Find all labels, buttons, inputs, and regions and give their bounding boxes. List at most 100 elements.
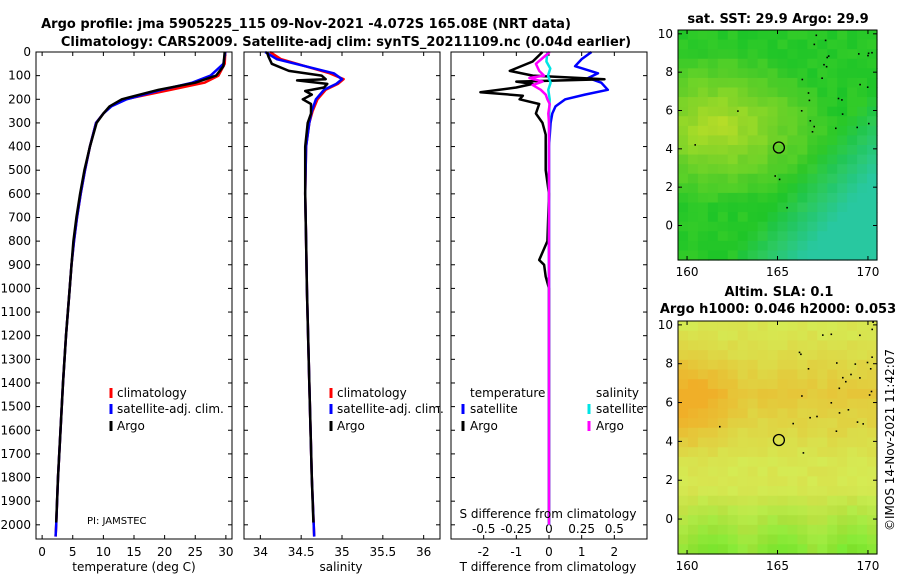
map-cell xyxy=(757,30,769,41)
map-cell xyxy=(697,408,709,419)
map-cell xyxy=(717,58,729,69)
map-speck xyxy=(871,51,873,54)
map-cell xyxy=(707,183,719,194)
map-cell xyxy=(727,145,739,156)
map-cell xyxy=(827,192,838,204)
map-speck xyxy=(835,430,838,432)
map-cell xyxy=(837,447,848,458)
map-cell xyxy=(697,231,709,242)
map-cell xyxy=(807,544,818,555)
map-cell xyxy=(727,398,739,409)
map-cell xyxy=(837,476,848,487)
map-cell xyxy=(867,456,878,468)
map-cell xyxy=(827,30,838,41)
map-cell xyxy=(787,350,798,361)
map-cell xyxy=(687,116,699,127)
map-cell xyxy=(867,427,878,439)
map-cell xyxy=(787,87,798,98)
map-cell xyxy=(697,106,709,117)
map-cell xyxy=(827,330,838,342)
map-cell xyxy=(777,125,789,137)
temperature-panel: 0 5 10 15 20 25 300100200300400500600700800900… xyxy=(0,45,233,574)
map-cell xyxy=(687,145,699,156)
map-cell xyxy=(797,173,808,184)
map-cell xyxy=(847,30,858,41)
sst-map-panel: sat. SST: 29.9 Argo: 29.9 160 165 170 0 2 4 6 8… xyxy=(658,12,880,279)
map-cell xyxy=(727,321,739,332)
map-cell xyxy=(707,173,719,184)
map-cell xyxy=(827,135,838,146)
map-cell xyxy=(847,202,858,213)
legend-label-argo: Argo xyxy=(117,419,145,433)
map-cell xyxy=(737,145,749,156)
map-cell xyxy=(707,408,719,419)
map-cell xyxy=(797,192,808,204)
map-ytick-label: 2 xyxy=(665,473,673,487)
temp-xtick-label: 0 xyxy=(38,545,46,559)
map-speck xyxy=(813,125,815,128)
map-cell xyxy=(787,544,798,555)
map-cell xyxy=(827,456,838,468)
map-cell xyxy=(837,456,848,468)
map-cell xyxy=(678,145,689,156)
map-cell xyxy=(817,388,828,400)
map-speck xyxy=(809,416,811,419)
map-cell xyxy=(817,49,828,60)
map-cell xyxy=(747,427,759,439)
map-xtick-label: 165 xyxy=(766,559,789,573)
map-cell xyxy=(747,340,759,351)
map-cell xyxy=(797,116,808,127)
map-cell xyxy=(867,39,878,50)
map-cell xyxy=(687,398,699,409)
map-cell xyxy=(827,68,838,79)
map-cell xyxy=(747,515,759,526)
map-cell xyxy=(678,534,689,545)
map-cell xyxy=(867,350,878,361)
map-speck xyxy=(694,144,696,146)
map-cell xyxy=(777,340,789,351)
map-cell xyxy=(787,505,798,516)
map-cell xyxy=(837,388,848,400)
map-cell xyxy=(777,408,789,419)
map-xtick-label: 165 xyxy=(766,265,789,279)
map-cell xyxy=(767,58,779,69)
map-cell xyxy=(737,39,749,50)
map-cell xyxy=(697,398,709,409)
map-speck xyxy=(850,373,852,376)
map-cell xyxy=(857,97,868,108)
map-cell xyxy=(767,524,779,536)
map-cell xyxy=(867,418,878,429)
map-cell xyxy=(867,398,878,409)
map-cell xyxy=(678,340,689,351)
map-cell xyxy=(837,340,848,351)
map-cell xyxy=(837,495,848,507)
map-cell xyxy=(687,164,699,175)
map-xtick-label: 160 xyxy=(676,265,699,279)
map-cell xyxy=(807,231,818,242)
map-cell xyxy=(867,321,878,332)
map-cell xyxy=(717,87,729,98)
map-cell xyxy=(678,330,689,342)
sla-tick-layer: 160 165 170 0 2 4 6 8 10 xyxy=(658,318,880,573)
map-cell xyxy=(767,192,779,204)
map-cell xyxy=(817,183,828,194)
map-cell xyxy=(807,408,818,419)
map-cell xyxy=(827,106,838,117)
map-cell xyxy=(747,486,759,497)
temp-xtick-label: 10 xyxy=(96,545,111,559)
map-cell xyxy=(827,408,838,419)
map-cell xyxy=(827,212,838,223)
map-cell xyxy=(737,495,749,507)
map-cell xyxy=(807,495,818,507)
map-cell xyxy=(707,145,719,156)
map-cell xyxy=(747,240,759,252)
map-cell xyxy=(797,359,808,371)
map-cell xyxy=(697,202,709,213)
map-cell xyxy=(727,135,739,146)
map-cell xyxy=(697,486,709,497)
map-cell xyxy=(707,77,719,89)
map-cell xyxy=(857,240,868,252)
map-cell xyxy=(747,145,759,156)
map-cell xyxy=(707,379,719,390)
map-cell xyxy=(717,49,729,60)
